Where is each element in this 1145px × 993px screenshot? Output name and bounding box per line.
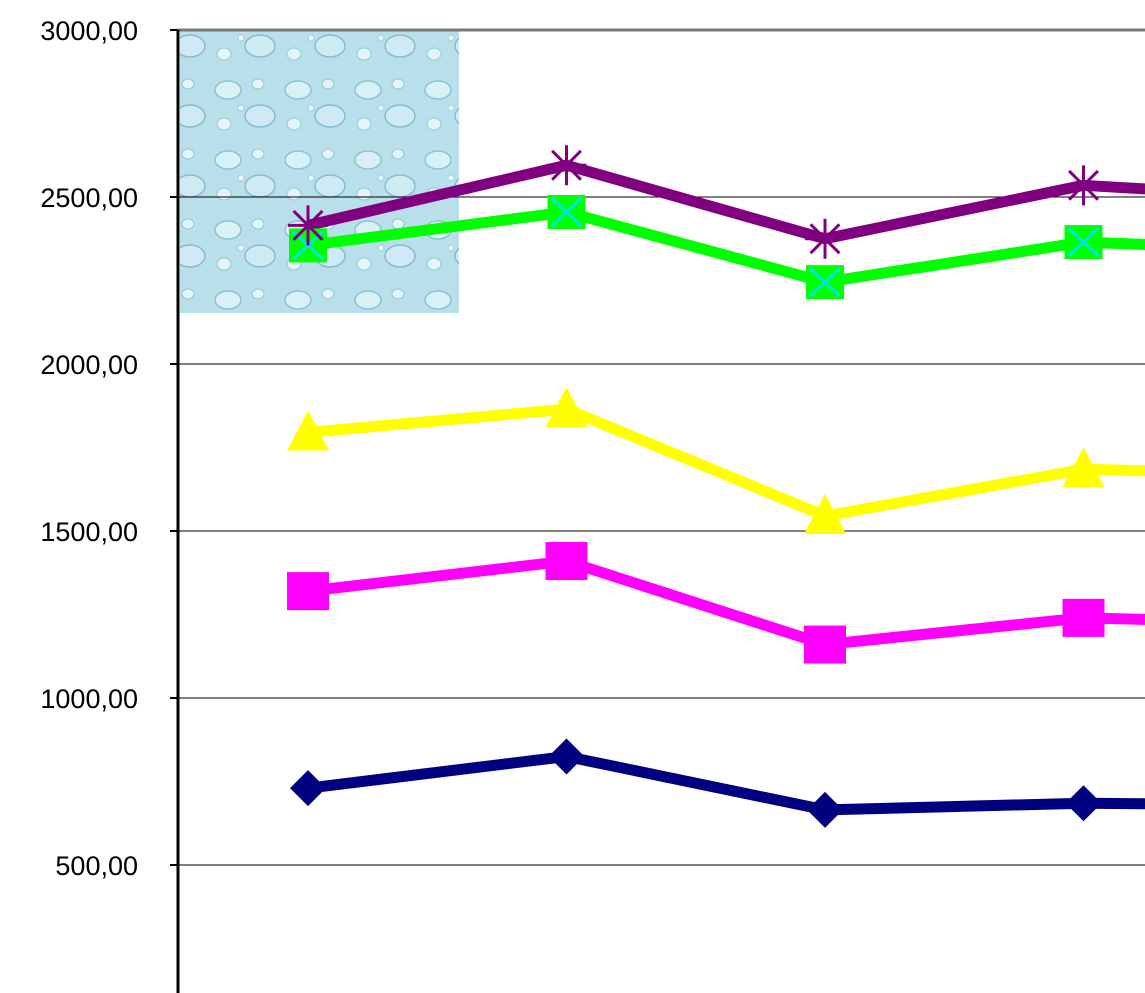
y-tick-label: 500,00 — [55, 851, 138, 881]
data-point-marker — [546, 145, 587, 186]
data-point-marker — [804, 493, 846, 534]
data-point-marker — [287, 572, 329, 611]
y-tick-label: 2000,00 — [40, 350, 138, 380]
y-tick-labels: 500,00 1000,00 1500,00 2000,00 2500,00 3000,0… — [40, 16, 138, 881]
data-point-marker — [545, 387, 588, 428]
data-point-marker — [547, 195, 586, 230]
y-tick-label: 3000,00 — [40, 16, 138, 46]
data-point-marker — [545, 542, 588, 581]
data-point-marker — [1062, 447, 1105, 488]
data-point-marker — [804, 625, 846, 664]
data-point-marker — [807, 791, 843, 828]
series-line — [307, 403, 1145, 522]
data-point-marker — [548, 738, 585, 775]
series-line — [307, 750, 1145, 816]
data-point-marker — [287, 410, 329, 451]
data-point-marker — [288, 205, 328, 246]
data-point-marker — [1062, 598, 1105, 637]
series-markers — [287, 145, 1105, 828]
y-tick-label: 2500,00 — [40, 183, 138, 213]
y-tick-label: 1500,00 — [40, 517, 138, 547]
series-line — [307, 555, 1145, 651]
background-texture-image — [180, 31, 459, 313]
data-point-marker — [1065, 785, 1102, 822]
data-point-marker — [290, 770, 326, 807]
data-point-marker — [1063, 165, 1104, 206]
data-point-marker — [805, 218, 845, 259]
data-point-marker — [806, 265, 844, 300]
data-point-marker — [1064, 225, 1103, 260]
y-tick-label: 1000,00 — [40, 684, 138, 714]
